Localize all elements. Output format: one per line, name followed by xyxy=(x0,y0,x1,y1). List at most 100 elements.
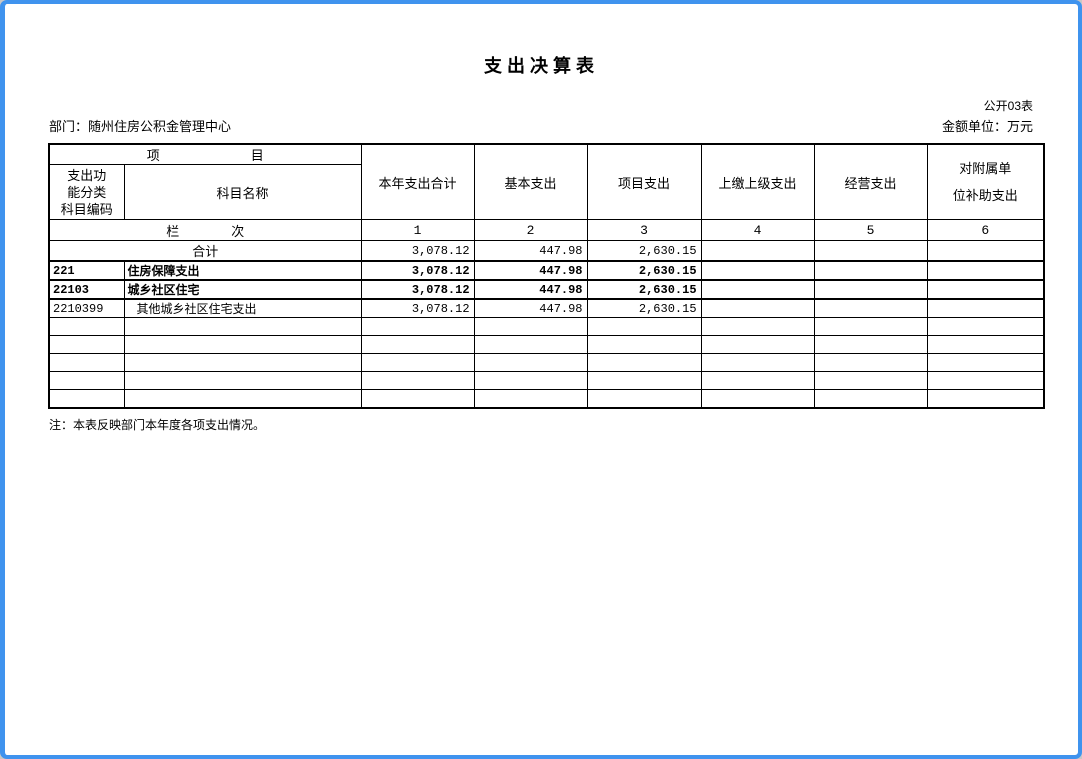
value-cell xyxy=(926,279,1045,300)
value-cell xyxy=(813,260,928,281)
col-header-operating: 经营支出 xyxy=(813,143,928,220)
value-cell xyxy=(813,353,928,372)
table-row: 221 住房保障支出 3,078.12 447.98 2,630.15 xyxy=(48,260,1045,281)
value-cell: 3,078.12 xyxy=(360,260,475,281)
table-row-grand-total: 合计 3,078.12 447.98 2,630.15 xyxy=(48,240,1045,262)
value-cell xyxy=(813,371,928,390)
table-row-empty xyxy=(48,389,1045,408)
value-cell xyxy=(700,389,815,408)
value-cell xyxy=(926,260,1045,281)
code-cell: 2210399 xyxy=(48,298,125,318)
col-header-project: 项目支出 xyxy=(586,143,702,220)
value-cell xyxy=(700,298,815,318)
footnote: 注：本表反映部门本年度各项支出情况。 xyxy=(49,417,266,432)
table-row: 2210399 其他城乡社区住宅支出 3,078.12 447.98 2,630… xyxy=(48,298,1045,318)
value-cell: 3,078.12 xyxy=(360,240,475,262)
table-row: 22103 城乡社区住宅 3,078.12 447.98 2,630.15 xyxy=(48,279,1045,300)
value-cell xyxy=(700,240,815,262)
value-cell xyxy=(473,389,588,408)
value-cell: 2,630.15 xyxy=(586,260,702,281)
value-cell xyxy=(926,353,1045,372)
code-header-cell: 支出功 能分类 科目编码 xyxy=(48,164,125,220)
value-cell: 3,078.12 xyxy=(360,298,475,318)
table-row-empty xyxy=(48,353,1045,372)
value-cell xyxy=(586,389,702,408)
value-cell xyxy=(700,279,815,300)
project-header-cell: 项 目 xyxy=(48,143,362,165)
value-cell xyxy=(926,240,1045,262)
value-cell xyxy=(473,371,588,390)
value-cell xyxy=(926,298,1045,318)
value-cell xyxy=(473,335,588,354)
value-cell: 2,630.15 xyxy=(586,240,702,262)
amount-unit-label: 金额单位：万元 xyxy=(941,119,1033,134)
value-cell xyxy=(586,371,702,390)
subject-cell: 城乡社区住宅 xyxy=(123,279,362,300)
value-cell xyxy=(360,335,475,354)
value-cell: 3,078.12 xyxy=(360,279,475,300)
value-cell xyxy=(586,335,702,354)
column-index: 2 xyxy=(473,219,588,241)
subject-cell xyxy=(123,335,362,354)
value-cell xyxy=(700,371,815,390)
value-cell xyxy=(473,317,588,336)
value-cell: 447.98 xyxy=(473,240,588,262)
value-cell xyxy=(926,317,1045,336)
value-cell xyxy=(813,279,928,300)
value-cell xyxy=(360,317,475,336)
table-row-empty xyxy=(48,335,1045,354)
row-label: 合计 xyxy=(48,240,362,262)
col-header-basic: 基本支出 xyxy=(473,143,588,220)
table-row-empty xyxy=(48,317,1045,336)
col-header-affiliate: 对附属单 位补助支出 xyxy=(926,143,1045,220)
value-cell xyxy=(700,260,815,281)
column-index-header: 栏 次 xyxy=(48,219,362,241)
value-cell xyxy=(813,335,928,354)
code-cell xyxy=(48,317,125,336)
value-cell xyxy=(813,298,928,318)
expenditure-table: 项 目 本年支出合计 基本支出 项目支出 上缴上级支出 经营支出 对附属单 位补… xyxy=(48,143,1046,409)
department-label: 部门：随州住房公积金管理中心 xyxy=(49,119,232,134)
code-cell xyxy=(48,371,125,390)
subject-cell xyxy=(123,353,362,372)
page-title: 支出决算表 xyxy=(484,56,599,76)
value-cell xyxy=(360,353,475,372)
meta-row: 部门：随州住房公积金管理中心 金额单位：万元 xyxy=(49,116,1033,135)
subject-cell: 住房保障支出 xyxy=(123,260,362,281)
value-cell xyxy=(926,389,1045,408)
code-cell xyxy=(48,353,125,372)
value-cell xyxy=(700,353,815,372)
value-cell xyxy=(360,371,475,390)
value-cell: 2,630.15 xyxy=(586,298,702,318)
column-index-row: 栏 次 1 2 3 4 5 6 xyxy=(48,219,1045,241)
value-cell xyxy=(926,335,1045,354)
subject-cell xyxy=(123,389,362,408)
value-cell xyxy=(700,317,815,336)
column-index: 6 xyxy=(926,219,1045,241)
column-index: 1 xyxy=(360,219,475,241)
value-cell: 2,630.15 xyxy=(586,279,702,300)
header-row-project: 项 目 本年支出合计 基本支出 项目支出 上缴上级支出 经营支出 对附属单 位补… xyxy=(48,143,1045,220)
subject-cell xyxy=(123,371,362,390)
subject-cell xyxy=(123,317,362,336)
subject-cell: 其他城乡社区住宅支出 xyxy=(123,298,362,318)
code-cell xyxy=(48,335,125,354)
col-header-total: 本年支出合计 xyxy=(360,143,475,220)
value-cell xyxy=(473,353,588,372)
col-header-upturn: 上缴上级支出 xyxy=(700,143,815,220)
column-index: 5 xyxy=(813,219,928,241)
value-cell xyxy=(813,389,928,408)
value-cell xyxy=(586,353,702,372)
subject-header-cell: 科目名称 xyxy=(123,164,362,220)
column-index: 4 xyxy=(700,219,815,241)
value-cell xyxy=(360,389,475,408)
table-row-empty xyxy=(48,371,1045,390)
value-cell: 447.98 xyxy=(473,279,588,300)
value-cell xyxy=(813,317,928,336)
value-cell xyxy=(586,317,702,336)
code-cell xyxy=(48,389,125,408)
form-code-label: 公开03表 xyxy=(983,99,1033,113)
value-cell: 447.98 xyxy=(473,260,588,281)
value-cell xyxy=(700,335,815,354)
column-index: 3 xyxy=(586,219,702,241)
